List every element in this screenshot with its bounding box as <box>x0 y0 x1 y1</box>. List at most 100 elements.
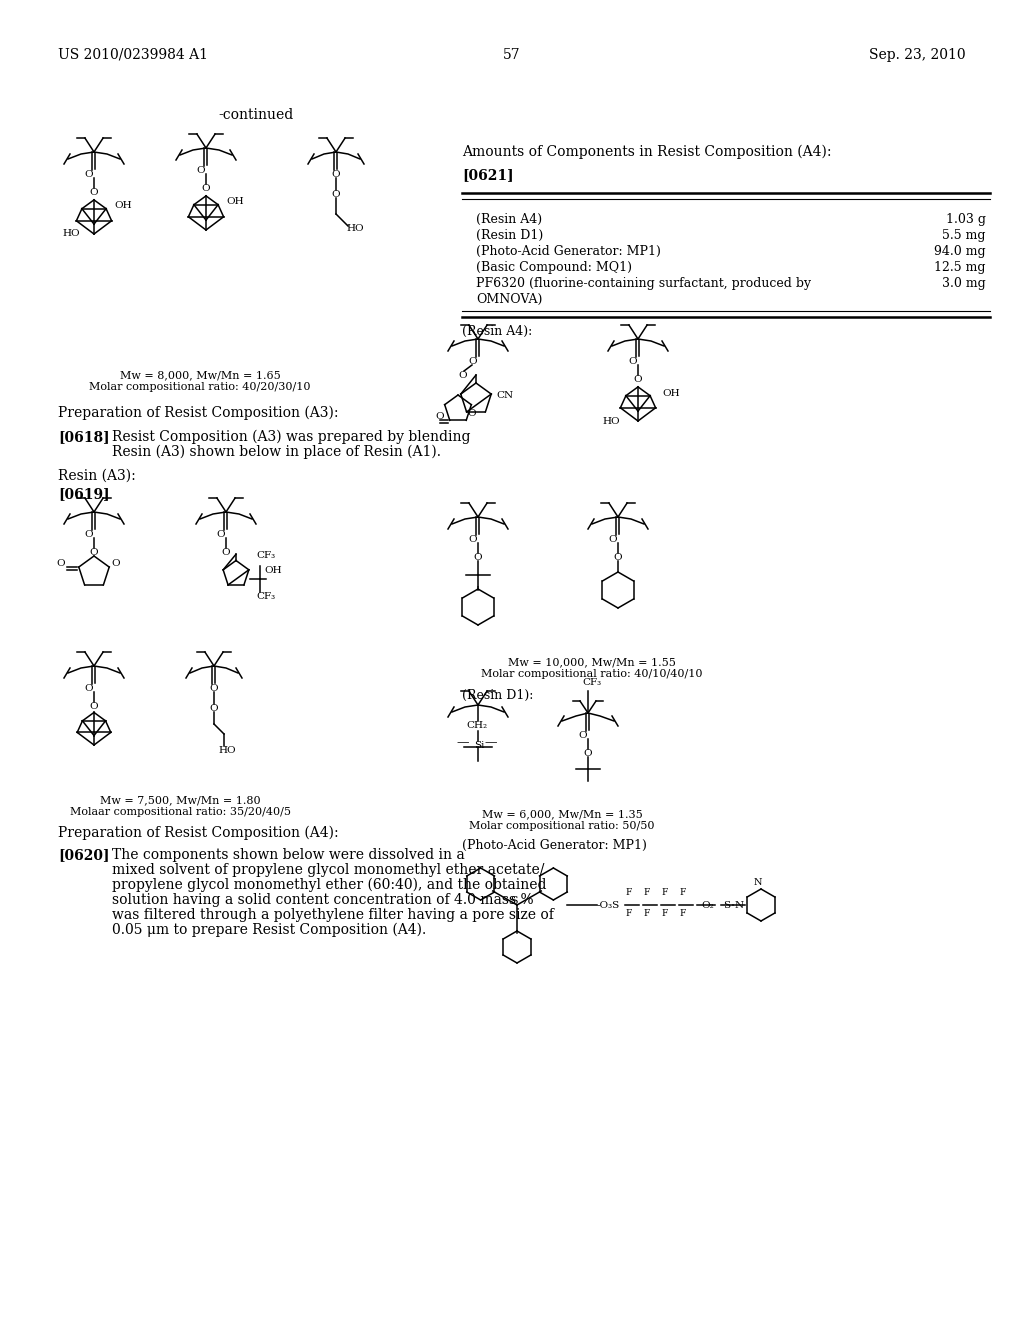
Text: F: F <box>662 909 669 917</box>
Text: The components shown below were dissolved in a: The components shown below were dissolve… <box>112 847 465 862</box>
Text: 0.05 μm to prepare Resist Composition (A4).: 0.05 μm to prepare Resist Composition (A… <box>112 923 426 937</box>
Text: O: O <box>331 170 340 180</box>
Text: O: O <box>85 170 93 180</box>
Text: (Photo-Acid Generator: MP1): (Photo-Acid Generator: MP1) <box>476 246 660 257</box>
Text: F: F <box>680 909 686 917</box>
Text: mixed solvent of propylene glycol monomethyl ether acetate/: mixed solvent of propylene glycol monome… <box>112 863 545 876</box>
Text: OH: OH <box>264 566 282 576</box>
Text: OH: OH <box>226 198 244 206</box>
Text: Resin (A3) shown below in place of Resin (A1).: Resin (A3) shown below in place of Resin… <box>112 445 441 459</box>
Text: solution having a solid content concentration of 4.0 mass %: solution having a solid content concentr… <box>112 894 534 907</box>
Text: (Basic Compound: MQ1): (Basic Compound: MQ1) <box>476 261 632 275</box>
Text: OMNOVA): OMNOVA) <box>476 293 543 306</box>
Text: O: O <box>583 748 592 758</box>
Text: O: O <box>209 704 218 713</box>
Text: [0620]: [0620] <box>58 847 110 862</box>
Text: S: S <box>723 900 730 909</box>
Text: O: O <box>217 531 225 539</box>
Text: Resist Composition (A3) was prepared by blending: Resist Composition (A3) was prepared by … <box>112 430 470 445</box>
Text: OH: OH <box>114 202 132 210</box>
Text: CF₃: CF₃ <box>582 678 601 686</box>
Text: [0619]: [0619] <box>58 487 110 502</box>
Text: O: O <box>613 553 622 562</box>
Text: O: O <box>436 412 444 421</box>
Text: Si: Si <box>474 741 484 750</box>
Text: CN: CN <box>496 391 513 400</box>
Text: N: N <box>735 900 744 909</box>
Text: Molar compositional ratio: 50/50: Molar compositional ratio: 50/50 <box>469 821 654 832</box>
Text: [0621]: [0621] <box>462 168 514 182</box>
Text: Mw = 7,500, Mw/Mn = 1.80: Mw = 7,500, Mw/Mn = 1.80 <box>99 795 260 805</box>
Text: N: N <box>754 878 762 887</box>
Text: O: O <box>201 183 210 193</box>
Text: 94.0 mg: 94.0 mg <box>934 246 986 257</box>
Text: S: S <box>510 896 518 906</box>
Text: O: O <box>56 558 66 568</box>
Text: Molar compositional ratio: 40/10/40/10: Molar compositional ratio: 40/10/40/10 <box>481 669 702 678</box>
Text: F: F <box>662 888 669 898</box>
Text: US 2010/0239984 A1: US 2010/0239984 A1 <box>58 48 208 62</box>
Text: propylene glycol monomethyl ether (60:40), and the obtained: propylene glycol monomethyl ether (60:40… <box>112 878 547 892</box>
Text: was filtered through a polyethylene filter having a pore size of: was filtered through a polyethylene filt… <box>112 908 554 921</box>
Text: Sep. 23, 2010: Sep. 23, 2010 <box>869 48 966 62</box>
Text: Resin (A3):: Resin (A3): <box>58 469 136 483</box>
Text: 57: 57 <box>503 48 521 62</box>
Text: O: O <box>469 535 477 544</box>
Text: O: O <box>89 548 97 557</box>
Text: F: F <box>680 888 686 898</box>
Text: (Photo-Acid Generator: MP1): (Photo-Acid Generator: MP1) <box>462 840 647 851</box>
Text: OH: OH <box>662 388 680 397</box>
Text: HO: HO <box>62 230 80 239</box>
Text: O: O <box>209 684 218 693</box>
Text: 1.03 g: 1.03 g <box>946 213 986 226</box>
Text: (Resin A4): (Resin A4) <box>476 213 542 226</box>
Text: Amounts of Components in Resist Composition (A4):: Amounts of Components in Resist Composit… <box>462 145 831 160</box>
Text: O: O <box>468 356 476 366</box>
Text: [0618]: [0618] <box>58 430 110 444</box>
Text: —: — <box>484 737 497 750</box>
Text: 5.5 mg: 5.5 mg <box>942 228 986 242</box>
Text: O: O <box>89 187 97 197</box>
Text: CF₃: CF₃ <box>256 550 275 560</box>
Text: O: O <box>89 702 97 711</box>
Text: HO: HO <box>218 746 236 755</box>
Text: O: O <box>473 553 481 562</box>
Text: (Resin D1): (Resin D1) <box>476 228 544 242</box>
Text: O: O <box>458 371 467 380</box>
Text: Mw = 6,000, Mw/Mn = 1.35: Mw = 6,000, Mw/Mn = 1.35 <box>481 809 642 818</box>
Text: O: O <box>85 684 93 693</box>
Text: PF6320 (fluorine-containing surfactant, produced by: PF6320 (fluorine-containing surfactant, … <box>476 277 811 290</box>
Text: (Resin D1):: (Resin D1): <box>462 689 534 702</box>
Text: Preparation of Resist Composition (A4):: Preparation of Resist Composition (A4): <box>58 826 339 841</box>
Text: CF₃: CF₃ <box>256 591 275 601</box>
Text: O: O <box>85 531 93 539</box>
Text: -continued: -continued <box>218 108 293 121</box>
Text: O: O <box>221 548 229 557</box>
Text: O₂: O₂ <box>701 900 714 909</box>
Text: O: O <box>629 356 637 366</box>
Text: F: F <box>644 888 650 898</box>
Text: O: O <box>467 409 476 417</box>
Text: Mw = 10,000, Mw/Mn = 1.55: Mw = 10,000, Mw/Mn = 1.55 <box>508 657 676 667</box>
Text: O: O <box>112 558 120 568</box>
Text: F: F <box>626 909 632 917</box>
Text: O: O <box>197 166 206 176</box>
Text: O: O <box>633 375 642 384</box>
Text: HO: HO <box>346 224 364 234</box>
Text: 12.5 mg: 12.5 mg <box>935 261 986 275</box>
Text: —: — <box>456 737 469 750</box>
Text: F: F <box>644 909 650 917</box>
Text: (Resin A4):: (Resin A4): <box>462 325 532 338</box>
Text: HO: HO <box>602 417 620 425</box>
Text: Preparation of Resist Composition (A3):: Preparation of Resist Composition (A3): <box>58 407 339 420</box>
Text: Mw = 8,000, Mw/Mn = 1.65: Mw = 8,000, Mw/Mn = 1.65 <box>120 370 281 380</box>
Text: O: O <box>608 535 617 544</box>
Text: 3.0 mg: 3.0 mg <box>942 277 986 290</box>
Text: CH₂: CH₂ <box>466 721 487 730</box>
Text: O: O <box>578 731 587 741</box>
Text: F: F <box>626 888 632 898</box>
Text: -O₃S: -O₃S <box>597 900 621 909</box>
Text: Molar compositional ratio: 40/20/30/10: Molar compositional ratio: 40/20/30/10 <box>89 381 310 392</box>
Text: O: O <box>331 190 340 199</box>
Text: Molaar compositional ratio: 35/20/40/5: Molaar compositional ratio: 35/20/40/5 <box>70 807 291 817</box>
